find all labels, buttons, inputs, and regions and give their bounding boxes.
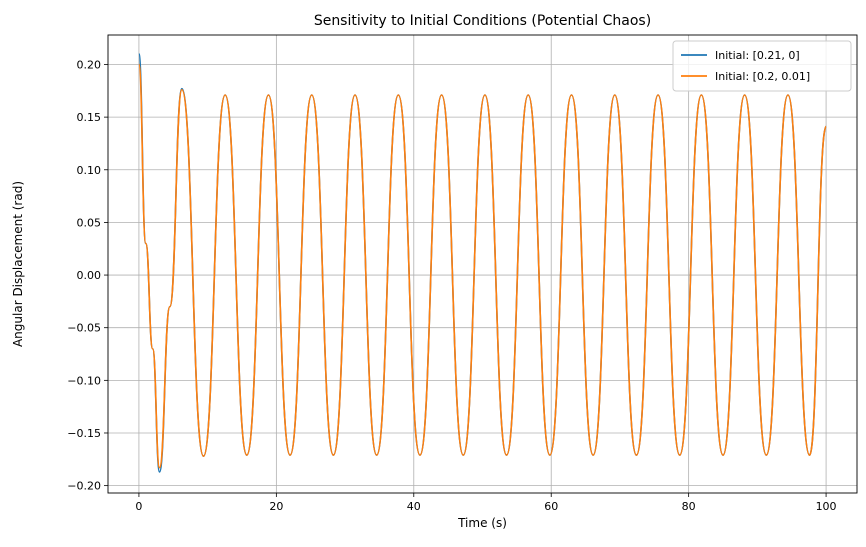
series-lines: [138, 53, 827, 473]
y-tick-label: 0.05: [77, 216, 102, 229]
y-tick-label: 0.15: [77, 111, 102, 124]
series-line-1: [138, 63, 827, 469]
y-tick-label: −0.10: [67, 374, 101, 387]
y-tick-label: 0.00: [77, 269, 102, 282]
chart-title: Sensitivity to Initial Conditions (Poten…: [314, 13, 651, 29]
y-tick-label: 0.10: [77, 164, 102, 177]
y-tick-label: 0.20: [77, 58, 102, 71]
x-tick-label: 20: [269, 500, 283, 513]
legend-box: [672, 40, 852, 92]
x-tick-label: 100: [816, 500, 837, 513]
x-axis: 0 20 40 60 80 100: [135, 493, 837, 513]
y-axis: −0.20 −0.15 −0.10 −0.05 0.00 0.05 0.10 0.15 0.20: [67, 58, 108, 493]
plot-frame: [107, 34, 858, 494]
y-tick-label: −0.20: [67, 480, 101, 493]
series-line-0: [138, 53, 827, 473]
legend: Initial: [0.21, 0] Initial: [0.2, 0.01]: [672, 40, 852, 92]
x-tick-label: 60: [544, 500, 558, 513]
legend-label: Initial: [0.21, 0]: [715, 49, 800, 62]
x-tick-label: 80: [682, 500, 696, 513]
x-axis-label: Time (s): [457, 516, 507, 530]
legend-label: Initial: [0.2, 0.01]: [715, 70, 810, 83]
x-tick-label: 40: [407, 500, 421, 513]
y-tick-label: −0.15: [67, 427, 101, 440]
y-axis-label: Angular Displacement (rad): [11, 181, 25, 347]
x-tick-label: 0: [135, 500, 142, 513]
y-tick-label: −0.05: [67, 322, 101, 335]
